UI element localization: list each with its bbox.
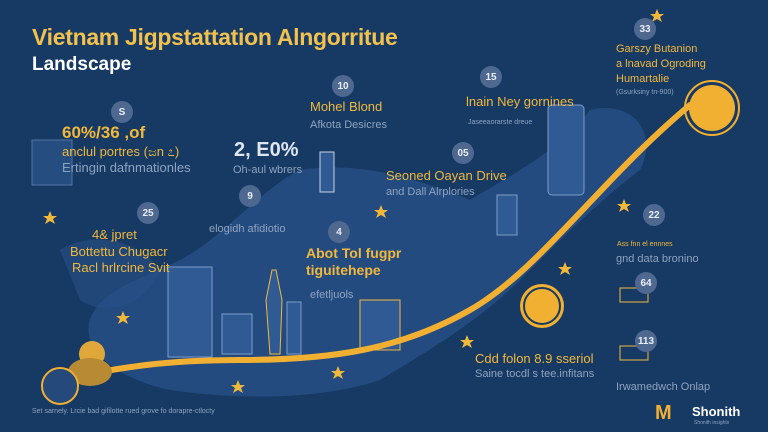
stat-subline: anclul portres (ಜn ೭) (62, 144, 180, 159)
step-badge: 22 (643, 204, 665, 226)
stat-detail: gnd data bronino (616, 253, 699, 265)
stat-headline: Mohel Blond (310, 99, 383, 114)
stat-headline: lnain Ney gornines (466, 94, 574, 109)
stat-headline: 60%/36 ,of (62, 123, 146, 142)
stat-detail: Oh-aul wbrers (233, 164, 303, 176)
stat-headline: Abot Tol fugpr (306, 245, 402, 261)
step-badge: S (111, 101, 133, 123)
brand-name: Shonith (692, 404, 741, 419)
city-buildings (31, 104, 649, 361)
map-region-shape (60, 239, 160, 309)
step-badge: 33 (634, 18, 656, 40)
stat-detail: efetljuols (310, 289, 354, 301)
globe-icon (689, 85, 735, 131)
stat-subline: tiguitehepe (306, 262, 381, 278)
step-badge: 25 (137, 202, 159, 224)
step-badge: 15 (480, 66, 502, 88)
stat-subline: a lnavad Ogroding (616, 58, 706, 70)
growth-path-line (52, 102, 693, 383)
stat-headline: 2, E0% (234, 139, 299, 161)
coin-ring (523, 287, 561, 325)
stat-detail: and Dall Alrplories (386, 186, 475, 198)
stat-headline: 4& jpret (92, 227, 137, 242)
stat-detail: (Gsurksiny tn-900) (616, 89, 674, 96)
star-icons (43, 9, 664, 393)
step-badge: 64 (635, 272, 657, 294)
stat-subline: Racl hrlrcine Svit (72, 260, 170, 275)
stat-detail: Irwamedwch Onlap (616, 381, 711, 393)
page-title: Vietnam Jigpstattation Alngorritue (32, 24, 398, 50)
stat-detail: Saine tocdl s tee.infitans (475, 368, 595, 380)
stat-headline: Cdd folon 8.9 sseriol (475, 351, 594, 366)
stat-headline: Garszy Butanion (616, 43, 698, 55)
stat-detail: Ertingin dafnmationles (62, 160, 191, 175)
stat-subline: Humartalie (616, 73, 670, 85)
stat-headline: Seoned Oayan Drive (386, 168, 507, 183)
stat-subline: Bottettu Chugacr (70, 244, 168, 259)
coin-icon (520, 284, 564, 328)
logo-mark: M (655, 402, 672, 424)
step-badge: 4 (328, 221, 350, 243)
stat-headline: Ass fnn el ennnes (617, 241, 673, 248)
stat-detail: elogidh afidiotio (209, 223, 286, 235)
stat-detail: Jaseeaorarste dreue (468, 119, 533, 126)
page-subtitle: Landscape (32, 54, 132, 75)
step-badge: 113 (635, 330, 657, 352)
stat-detail: Afkota Desicres (310, 119, 388, 131)
globe-ring (684, 80, 740, 136)
city-badge-icon (41, 367, 79, 405)
brand-tagline: Shonith insights (694, 420, 730, 426)
step-badge: 9 (239, 185, 261, 207)
step-badge: 10 (332, 75, 354, 97)
heart-base-icon (68, 358, 112, 386)
step-badge: 05 (452, 142, 474, 164)
footnote: Set sarnely. Lrcie bad gifilotte rued gr… (32, 408, 215, 415)
